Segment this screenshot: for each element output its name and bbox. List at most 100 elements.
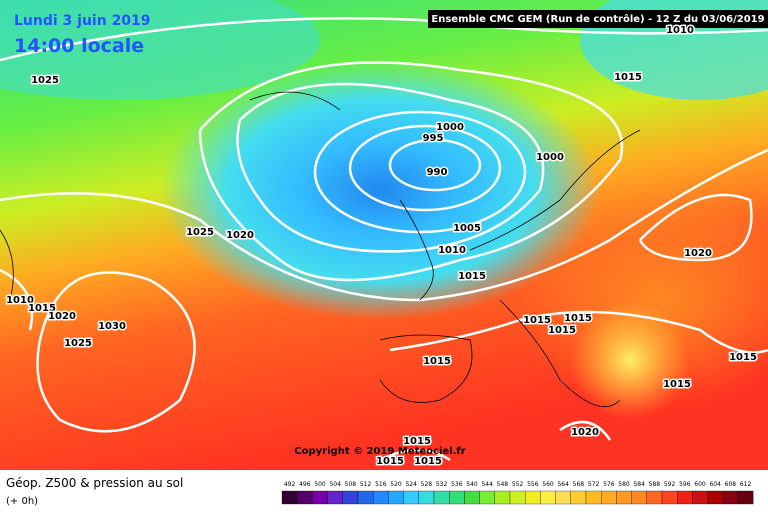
legend-swatch <box>631 490 647 505</box>
isobar-label: 1015 <box>414 456 442 467</box>
isobar-label: 1020 <box>48 311 76 322</box>
legend-subtitle: (+ 0h) <box>6 496 38 507</box>
legend-label: 592 <box>664 481 676 488</box>
legend-swatch <box>601 490 617 505</box>
legend-swatch <box>281 490 298 505</box>
legend-label: 552 <box>512 481 524 488</box>
legend-label: 512 <box>360 481 372 488</box>
legend-swatch <box>449 490 465 505</box>
legend-swatch <box>297 490 313 505</box>
legend-swatch <box>585 490 602 505</box>
isobar-label: 1010 <box>6 295 34 306</box>
legend-label: 576 <box>603 481 615 488</box>
legend-label: 568 <box>573 481 585 488</box>
legend-label: 528 <box>421 481 433 488</box>
isobars <box>0 17 768 462</box>
legend-swatch <box>312 490 328 505</box>
legend-label: 500 <box>314 481 326 488</box>
isobar-label: 1025 <box>186 227 214 238</box>
legend-swatch <box>677 490 693 505</box>
run-info: Ensemble CMC GEM (Run de contrôle) - 12 … <box>431 13 764 25</box>
isobar-label: 1010 <box>438 245 466 256</box>
time: 14:00 locale <box>14 35 144 57</box>
run-banner <box>428 10 768 28</box>
legend-swatch <box>525 490 541 505</box>
isobar-label: 1025 <box>31 75 59 86</box>
isobar-label: 1000 <box>536 152 564 163</box>
legend-swatch <box>342 490 359 505</box>
isobar-label: 1015 <box>403 436 431 447</box>
legend-label: 496 <box>299 481 311 488</box>
legend-label: 524 <box>405 481 417 488</box>
isobar-label: 1015 <box>564 313 592 324</box>
isobar-label: 1030 <box>98 321 126 332</box>
legend-label: 548 <box>497 481 509 488</box>
isobar-label: 1015 <box>523 315 551 326</box>
legend-swatch <box>418 490 435 505</box>
legend-label: 508 <box>345 481 357 488</box>
legend-swatch <box>722 490 739 505</box>
legend-label: 608 <box>725 481 737 488</box>
legend-label: 560 <box>542 481 554 488</box>
legend-swatch <box>388 490 404 505</box>
legend-label: 536 <box>451 481 463 488</box>
isobar-label: 1015 <box>614 72 642 83</box>
legend-swatch <box>737 490 754 505</box>
legend-swatch <box>570 490 587 505</box>
isobar-label: 1020 <box>571 427 599 438</box>
date: Lundi 3 juin 2019 <box>14 13 151 29</box>
legend-swatch <box>540 490 556 505</box>
legend-label: 580 <box>618 481 630 488</box>
legend-label: 520 <box>390 481 402 488</box>
legend-swatch <box>464 490 480 505</box>
legend-label: 600 <box>694 481 706 488</box>
isobar-label: 1000 <box>436 122 464 133</box>
legend-label: 504 <box>329 481 341 488</box>
legend-swatch <box>479 490 495 505</box>
isobar-label: 1015 <box>729 352 757 363</box>
legend-label: 604 <box>709 481 721 488</box>
isobar-label: 1015 <box>548 325 576 336</box>
isobar-label: 1010 <box>666 25 694 36</box>
isobar-label: 1015 <box>28 303 56 314</box>
copyright: Copyright © 2019 Meteociel.fr <box>294 446 465 457</box>
legend-label: 492 <box>284 481 296 488</box>
legend-swatch <box>707 490 723 505</box>
cool-area <box>0 0 320 100</box>
legend-swatch <box>616 490 632 505</box>
isobar-label: 1020 <box>226 230 254 241</box>
legend-title: Géop. Z500 & pression au sol <box>6 476 183 490</box>
legend-label: 596 <box>679 481 691 488</box>
legend-swatch <box>692 490 708 505</box>
coastlines <box>0 91 641 408</box>
legend-label: 516 <box>375 481 387 488</box>
legend-label: 572 <box>588 481 600 488</box>
legend-swatch <box>555 490 571 505</box>
legend-label: 564 <box>557 481 569 488</box>
legend-swatch <box>403 490 419 505</box>
isobar-label: 1015 <box>423 356 451 367</box>
warm-area <box>570 300 690 420</box>
low-pressure <box>160 60 600 320</box>
legend-swatch <box>661 490 678 505</box>
legend-label: 584 <box>633 481 645 488</box>
legend-swatch <box>494 490 511 505</box>
legend-swatch <box>327 490 343 505</box>
legend-swatch <box>357 490 374 505</box>
isobar-label: 1015 <box>458 271 486 282</box>
legend-label: 612 <box>740 481 752 488</box>
isobar-label: 1005 <box>453 223 481 234</box>
legend-swatch <box>433 490 450 505</box>
legend-swatch <box>373 490 389 505</box>
isobar-label: 990 <box>427 167 448 178</box>
isobar-label: 1020 <box>684 248 712 259</box>
isobar-label: 1015 <box>376 456 404 467</box>
legend-label: 556 <box>527 481 539 488</box>
legend-label: 532 <box>436 481 448 488</box>
isobar-label: 995 <box>423 133 444 144</box>
isobar-label: 1015 <box>663 379 691 390</box>
legend-label: 540 <box>466 481 478 488</box>
isobar-label: 1025 <box>64 338 92 349</box>
